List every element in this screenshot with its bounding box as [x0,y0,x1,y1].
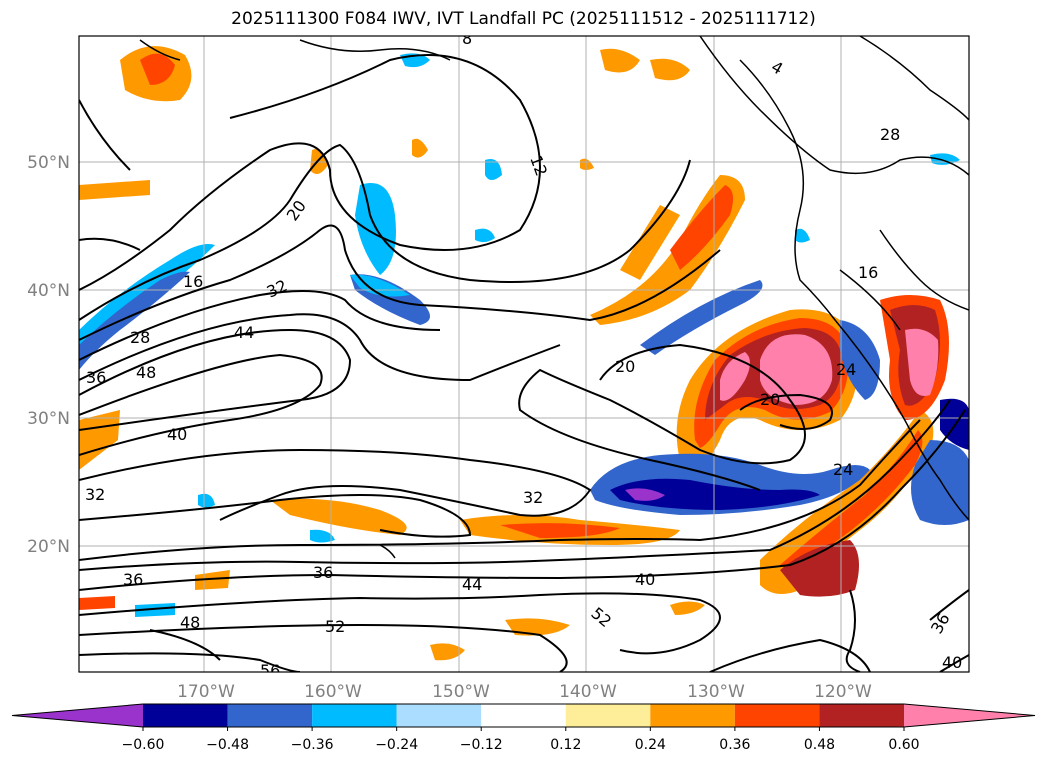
lon-label: 120°W [814,682,872,702]
contour-label: 8 [462,29,472,48]
colorbar-tick-label: −0.48 [206,737,249,753]
colorbar-segment [143,704,228,727]
colorbar-extend-high [904,704,1035,727]
map-frame [78,35,970,673]
contour-label: 40 [167,425,187,444]
colorbar-segment [312,704,397,727]
colorbar-segment [650,704,735,727]
colorbar-segment [227,704,313,727]
contour-label: 52 [325,617,345,636]
colorbar-segment [819,704,904,727]
colorbar-tick-label: 0.48 [804,737,835,753]
coastlines [139,36,969,559]
contour-label: 40 [942,653,962,672]
colorbar-extend-low [12,704,143,727]
contour-label: 24 [836,360,856,379]
lon-label: 130°W [687,682,745,702]
lat-label: 20°N [27,537,70,557]
colorbar-segment [565,704,651,727]
lon-label: 160°W [304,682,362,702]
contour-label: 16 [858,263,878,282]
map-plot-area: 12 16 20 28 32 36 44 48 40 32 36 36 44 4… [79,29,969,680]
contour-label: 36 [123,570,143,589]
colorbar-tick-label: −0.24 [375,737,418,753]
chart-title: 2025111300 F084 IWV, IVT Landfall PC (20… [231,9,816,29]
colorbar-tick-label: −0.60 [122,737,165,753]
contour-label: 20 [760,390,780,409]
contour-label: 28 [130,328,150,347]
contour-label: 16 [183,272,203,291]
contour-label: 28 [880,125,900,144]
lon-label: 170°W [177,682,235,702]
contour-label: 36 [86,368,106,387]
latitude-labels: 50°N 40°N 30°N 20°N [27,153,70,557]
lat-label: 30°N [27,409,70,429]
colorbar-tick-label: −0.36 [291,737,334,753]
contour-label: 40 [635,570,655,589]
contour-label: 24 [833,460,853,479]
longitude-labels: 170°W 160°W 150°W 140°W 130°W 120°W [177,682,872,702]
lat-label: 40°N [27,281,70,301]
lon-label: 140°W [559,682,617,702]
contour-label: 48 [180,613,200,632]
shaded-anomaly-fields [79,46,969,661]
contour-label: 44 [234,323,254,342]
colorbar: −0.60 −0.48 −0.36 −0.24 −0.12 0.12 0.24 0.36 0.4… [11,703,1036,753]
colorbar-tick-label: 0.36 [719,737,750,753]
colorbar-tick-label: 0.60 [888,737,919,753]
colorbar-tick-label: 0.24 [635,737,666,753]
colorbar-segment [396,704,482,727]
contour-label: 48 [136,363,156,382]
contour-label: 20 [615,357,635,376]
iwv-contours [79,54,969,672]
contour-label: 32 [85,485,105,504]
colorbar-segment [734,704,820,727]
lat-label: 50°N [27,153,70,173]
contour-label: 36 [313,563,333,582]
contour-label: 44 [462,575,482,594]
colorbar-segment [481,704,566,727]
lon-label: 150°W [432,682,490,702]
contour-label: 56 [260,661,280,680]
contour-label: 32 [523,488,543,507]
colorbar-tick-label: 0.12 [550,737,581,753]
colorbar-tick-label: −0.12 [460,737,503,753]
